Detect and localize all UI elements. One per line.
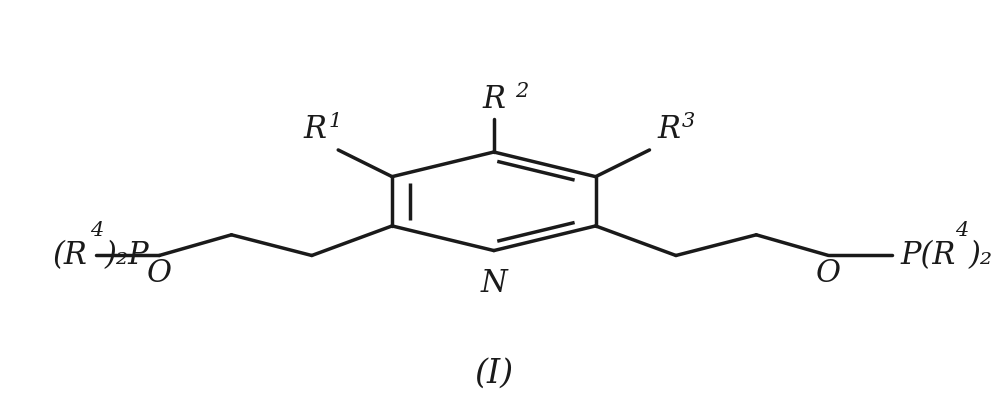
Text: )₂P: )₂P: [104, 240, 149, 271]
Text: P(R: P(R: [900, 240, 955, 271]
Text: (I): (I): [474, 358, 513, 390]
Text: R: R: [482, 84, 505, 115]
Text: O: O: [147, 258, 172, 289]
Text: 2: 2: [515, 82, 529, 101]
Text: )₂: )₂: [969, 240, 993, 271]
Text: R: R: [657, 114, 680, 145]
Text: (R: (R: [53, 240, 88, 271]
Text: O: O: [816, 258, 841, 289]
Text: 1: 1: [328, 111, 342, 131]
Text: 4: 4: [955, 221, 968, 240]
Text: 4: 4: [90, 221, 103, 240]
Text: 3: 3: [682, 111, 695, 131]
Text: R: R: [303, 114, 326, 145]
Text: N: N: [480, 268, 507, 299]
